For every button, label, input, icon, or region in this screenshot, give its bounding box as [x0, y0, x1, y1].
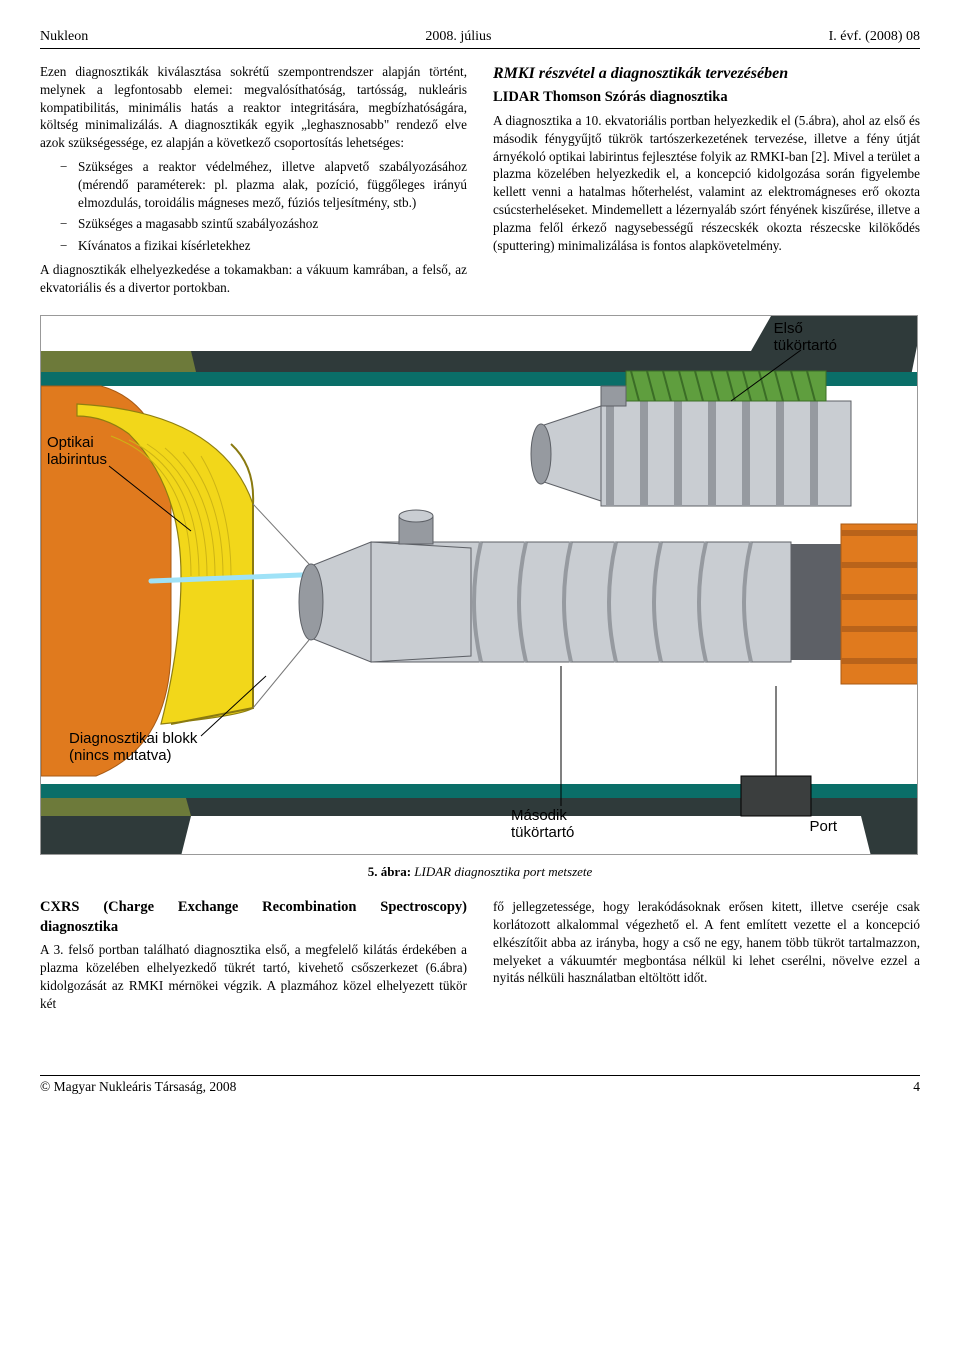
- page-footer: © Magyar Nukleáris Társaság, 2008 4: [40, 1075, 920, 1096]
- figure-5: Elsőtükörtartó Optikailabirintus Diagnos…: [40, 315, 918, 855]
- caption-italic: LIDAR diagnosztika port metszete: [411, 864, 592, 879]
- intro-paragraph: Ezen diagnosztikák kiválasztása sokrétű …: [40, 63, 467, 152]
- caption-bold: 5. ábra:: [368, 864, 411, 879]
- right-column: RMKI részvétel a diagnosztikák tervezésé…: [493, 63, 920, 299]
- page-header: Nukleon 2008. július I. évf. (2008) 08: [40, 28, 920, 49]
- lower-left-body: A 3. felső portban található diagnosztik…: [40, 941, 467, 1012]
- lower-left-column: CXRS (Charge Exchange Recombination Spec…: [40, 898, 467, 1014]
- lower-right-column: fő jellegzetessége, hogy lerakódásoknak …: [493, 898, 920, 1014]
- header-right: I. évf. (2008) 08: [829, 28, 920, 47]
- left-column: Ezen diagnosztikák kiválasztása sokrétű …: [40, 63, 467, 299]
- header-center: 2008. július: [425, 28, 491, 47]
- section-heading: RMKI részvétel a diagnosztikák tervezésé…: [493, 63, 920, 85]
- subsection-heading: LIDAR Thomson Szórás diagnosztika: [493, 88, 920, 108]
- list-item: Szükséges a magasabb szintű szabályozásh…: [60, 215, 467, 233]
- header-left: Nukleon: [40, 28, 88, 47]
- list-item: Szükséges a reaktor védelméhez, illetve …: [60, 158, 467, 211]
- bullet-list: Szükséges a reaktor védelméhez, illetve …: [60, 158, 467, 255]
- after-list-paragraph: A diagnosztikák elhelyezkedése a tokamak…: [40, 261, 467, 297]
- top-columns: Ezen diagnosztikák kiválasztása sokrétű …: [40, 63, 920, 299]
- list-item: Kívánatos a fizikai kísérletekhez: [60, 237, 467, 255]
- lower-columns: CXRS (Charge Exchange Recombination Spec…: [40, 898, 920, 1014]
- figure-5-caption: 5. ábra: LIDAR diagnosztika port metszet…: [40, 863, 920, 881]
- footer-page-number: 4: [913, 1078, 920, 1096]
- lower-right-body: fő jellegzetessége, hogy lerakódásoknak …: [493, 898, 920, 987]
- footer-left: © Magyar Nukleáris Társaság, 2008: [40, 1078, 236, 1096]
- figure-5-svg: [41, 316, 918, 855]
- right-body: A diagnosztika a 10. ekvatoriális portba…: [493, 112, 920, 255]
- cxrs-heading: CXRS (Charge Exchange Recombination Spec…: [40, 898, 467, 937]
- figure-5-block: Elsőtükörtartó Optikailabirintus Diagnos…: [40, 315, 920, 881]
